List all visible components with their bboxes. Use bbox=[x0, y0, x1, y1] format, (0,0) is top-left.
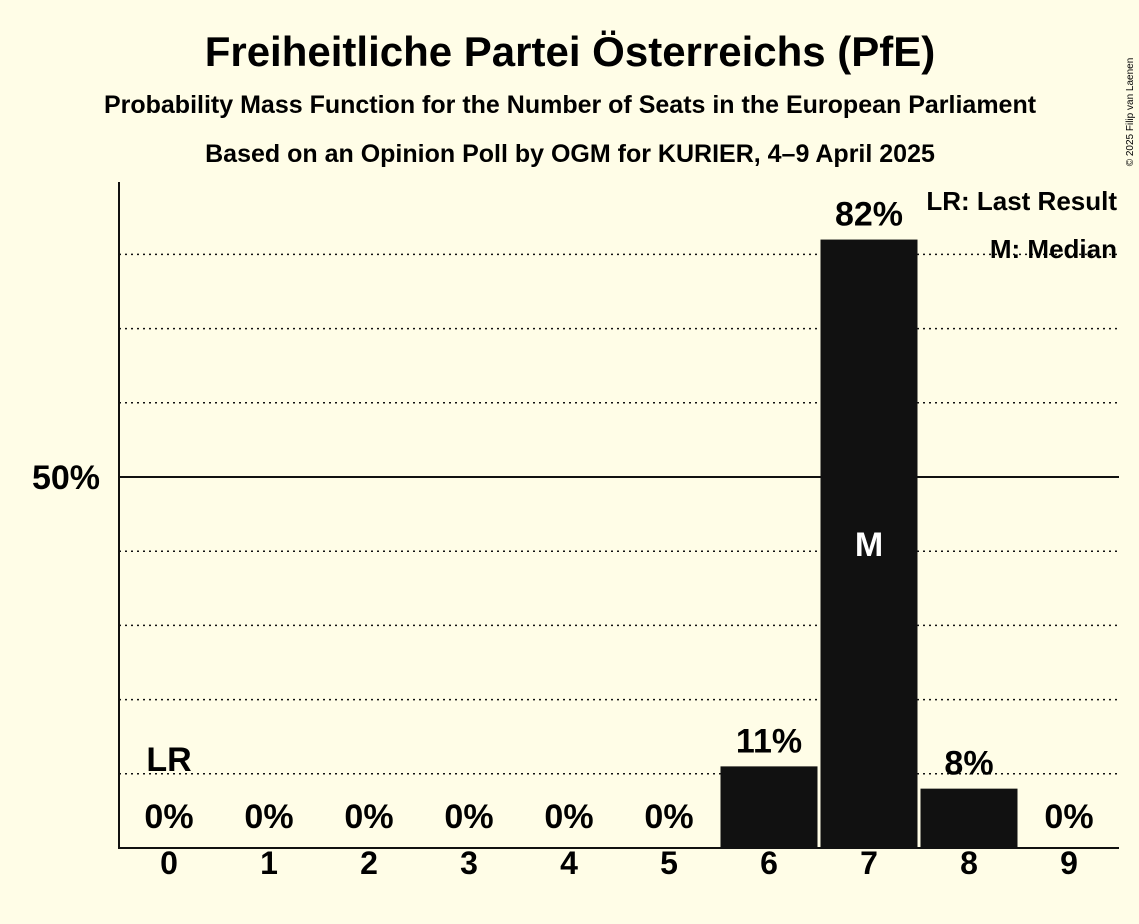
copyright-notice: © 2025 Filip van Laenen bbox=[1125, 58, 1136, 167]
value-label-seat-9: 0% bbox=[1044, 798, 1093, 836]
x-tick-label: 4 bbox=[560, 845, 578, 881]
chart-title: Freiheitliche Partei Österreichs (PfE) bbox=[205, 28, 936, 75]
x-tick-label: 6 bbox=[760, 845, 778, 881]
median-marker: M bbox=[855, 526, 883, 564]
y-tick-label: 50% bbox=[32, 459, 100, 497]
legend-median: M: Median bbox=[990, 234, 1117, 264]
y-axis-ticks: 50% bbox=[32, 459, 100, 497]
x-axis-ticks: 0 1 2 3 4 5 6 7 8 9 bbox=[160, 845, 1078, 881]
value-label-seat-7: 82% bbox=[835, 196, 903, 234]
x-tick-label: 9 bbox=[1060, 845, 1078, 881]
x-tick-label: 2 bbox=[360, 845, 378, 881]
bar-value-labels: 0% 0% 0% 0% 0% 0% 11% 82% 8% 0% LR M bbox=[144, 196, 1093, 836]
bar-seat-7 bbox=[820, 239, 918, 848]
last-result-marker: LR bbox=[146, 741, 191, 779]
value-label-seat-2: 0% bbox=[344, 798, 393, 836]
legend-last-result: LR: Last Result bbox=[926, 186, 1117, 216]
bar-seat-6 bbox=[720, 766, 818, 848]
value-label-seat-3: 0% bbox=[444, 798, 493, 836]
value-label-seat-0: 0% bbox=[144, 798, 193, 836]
grid-lines bbox=[119, 253, 1119, 775]
x-tick-label: 0 bbox=[160, 845, 178, 881]
x-tick-label: 8 bbox=[960, 845, 978, 881]
chart-subtitle: Probability Mass Function for the Number… bbox=[104, 91, 1037, 119]
x-tick-label: 3 bbox=[460, 845, 478, 881]
value-label-seat-6: 11% bbox=[736, 722, 802, 760]
value-label-seat-8: 8% bbox=[944, 745, 993, 783]
bar-seat-8 bbox=[920, 788, 1018, 848]
x-tick-label: 5 bbox=[660, 845, 678, 881]
bars bbox=[720, 239, 1018, 848]
value-label-seat-1: 0% bbox=[244, 798, 293, 836]
value-label-seat-5: 0% bbox=[644, 798, 693, 836]
value-label-seat-4: 0% bbox=[544, 798, 593, 836]
chart-subtitle-source: Based on an Opinion Poll by OGM for KURI… bbox=[205, 140, 935, 168]
x-tick-label: 1 bbox=[260, 845, 278, 881]
x-tick-label: 7 bbox=[860, 845, 878, 881]
